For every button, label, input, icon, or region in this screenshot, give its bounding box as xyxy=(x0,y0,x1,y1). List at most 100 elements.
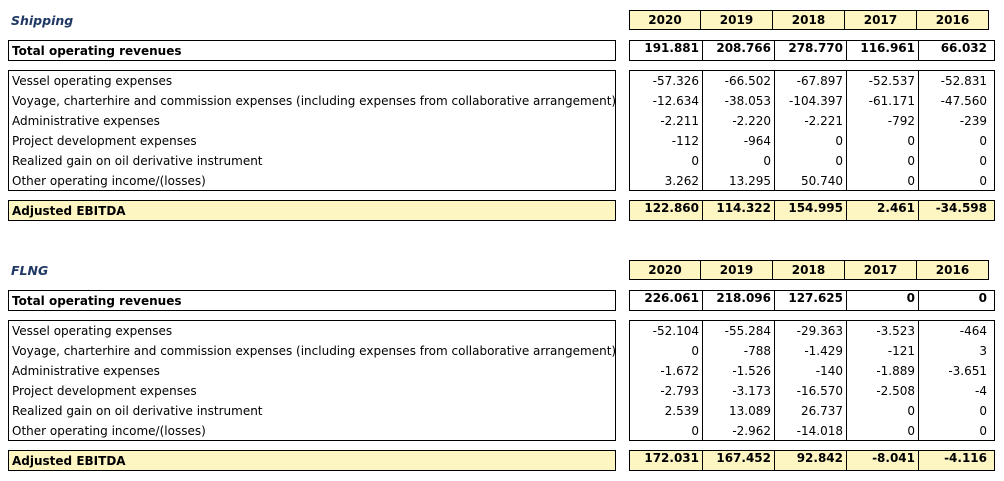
year-header: 2016 xyxy=(917,260,989,280)
year-header: 2018 xyxy=(773,260,845,280)
value-cell: -34.598 xyxy=(918,201,990,221)
value-cell: 50.740 xyxy=(774,171,846,191)
year-header: 2016 xyxy=(917,10,989,30)
expense-labels-box: Vessel operating expenses Voyage, charte… xyxy=(8,70,616,191)
value-cell: -66.502 xyxy=(702,71,774,91)
row-label: Vessel operating expenses xyxy=(12,324,173,338)
row-label: Project development expenses xyxy=(12,384,197,398)
value-cell: 167.452 xyxy=(702,451,774,471)
value-cell: 0 xyxy=(918,131,990,151)
row-label: Vessel operating expenses xyxy=(12,74,173,88)
value-cell: -1.672 xyxy=(660,364,699,378)
ebitda-values-box: 172.031 167.452 92.842 -8.041 -4.116 xyxy=(629,450,995,471)
total-revenues-label: Total operating revenues xyxy=(12,294,182,308)
value-cell: -3.173 xyxy=(702,381,774,401)
value-cell: 0 xyxy=(918,421,990,441)
value-cell: -239 xyxy=(918,111,990,131)
value-cell: 92.842 xyxy=(774,451,846,471)
value-cell: -14.018 xyxy=(774,421,846,441)
value-cell: 66.032 xyxy=(918,41,990,61)
row-label: Voyage, charterhire and commission expen… xyxy=(12,94,617,108)
value-cell: -61.171 xyxy=(846,91,918,111)
value-cell: 191.881 xyxy=(644,41,699,55)
value-cell: -2.793 xyxy=(660,384,699,398)
value-cell: 0 xyxy=(846,151,918,171)
value-cell: 0 xyxy=(846,401,918,421)
year-header: 2017 xyxy=(845,10,917,30)
value-cell: -140 xyxy=(774,361,846,381)
value-cell: -55.284 xyxy=(702,321,774,341)
year-header: 2020 xyxy=(629,260,701,280)
value-cell: -3.651 xyxy=(918,361,990,381)
row-label: Other operating income/(losses) xyxy=(12,424,206,438)
value-cell: 0 xyxy=(918,291,990,311)
year-header-row: 2020 2019 2018 2017 2016 xyxy=(629,260,989,280)
value-cell: 0 xyxy=(691,154,699,168)
total-revenues-label-box: Total operating revenues xyxy=(8,40,616,61)
value-cell: 154.995 xyxy=(774,201,846,221)
value-cell: 208.766 xyxy=(702,41,774,61)
value-cell: 0 xyxy=(918,171,990,191)
value-cell: 226.061 xyxy=(644,291,699,305)
value-cell: -104.397 xyxy=(774,91,846,111)
value-cell: 0 xyxy=(918,151,990,171)
value-cell: -52.831 xyxy=(918,71,990,91)
value-cell: -52.104 xyxy=(652,324,699,338)
ebitda-values-box: 122.860 114.322 154.995 2.461 -34.598 xyxy=(629,200,995,221)
value-cell: 0 xyxy=(702,151,774,171)
value-cell: 0 xyxy=(918,401,990,421)
ebitda-label: Adjusted EBITDA xyxy=(12,454,126,468)
value-cell: 127.625 xyxy=(774,291,846,311)
total-revenues-label-box: Total operating revenues xyxy=(8,290,616,311)
value-cell: 0 xyxy=(846,421,918,441)
value-cell: 13.089 xyxy=(702,401,774,421)
value-cell: 0 xyxy=(691,424,699,438)
ebitda-label: Adjusted EBITDA xyxy=(12,204,126,218)
value-cell: -792 xyxy=(846,111,918,131)
value-cell: 0 xyxy=(691,344,699,358)
year-header: 2018 xyxy=(773,10,845,30)
year-header: 2017 xyxy=(845,260,917,280)
value-cell: -2.220 xyxy=(702,111,774,131)
section-flng: FLNG 2020 2019 2018 2017 2016 Total oper… xyxy=(0,260,1004,480)
value-cell: -16.570 xyxy=(774,381,846,401)
value-cell: 0 xyxy=(846,171,918,191)
year-header: 2020 xyxy=(629,10,701,30)
total-revenues-values-box: 226.061 218.096 127.625 0 0 xyxy=(629,290,995,311)
value-cell: 2.539 xyxy=(664,404,699,418)
expense-values-box: -52.104 -55.284 -29.363 -3.523 -464 0 -7… xyxy=(629,320,995,441)
year-header: 2019 xyxy=(701,10,773,30)
value-cell: -67.897 xyxy=(774,71,846,91)
row-label: Realized gain on oil derivative instrume… xyxy=(12,154,263,168)
value-cell: 0 xyxy=(846,291,918,311)
expense-labels-box: Vessel operating expenses Voyage, charte… xyxy=(8,320,616,441)
value-cell: -2.211 xyxy=(660,114,699,128)
value-cell: 26.737 xyxy=(774,401,846,421)
value-cell: 13.295 xyxy=(702,171,774,191)
value-cell: -12.634 xyxy=(652,94,699,108)
value-cell: -1.889 xyxy=(846,361,918,381)
row-label: Project development expenses xyxy=(12,134,197,148)
value-cell: -1.429 xyxy=(774,341,846,361)
value-cell: -464 xyxy=(918,321,990,341)
value-cell: -4 xyxy=(918,381,990,401)
value-cell: -47.560 xyxy=(918,91,990,111)
section-shipping: Shipping 2020 2019 2018 2017 2016 Total … xyxy=(0,10,1004,230)
total-revenues-label: Total operating revenues xyxy=(12,44,182,58)
value-cell: 3.262 xyxy=(664,174,699,188)
value-cell: 3 xyxy=(918,341,990,361)
value-cell: -3.523 xyxy=(846,321,918,341)
value-cell: -57.326 xyxy=(652,74,699,88)
year-header-row: 2020 2019 2018 2017 2016 xyxy=(629,10,989,30)
value-cell: -29.363 xyxy=(774,321,846,341)
value-cell: -4.116 xyxy=(918,451,990,471)
row-label: Voyage, charterhire and commission expen… xyxy=(12,344,617,358)
value-cell: -788 xyxy=(702,341,774,361)
value-cell: 278.770 xyxy=(774,41,846,61)
value-cell: -38.053 xyxy=(702,91,774,111)
ebitda-label-box: Adjusted EBITDA xyxy=(8,450,616,471)
value-cell: -2.221 xyxy=(774,111,846,131)
value-cell: 116.961 xyxy=(846,41,918,61)
value-cell: -112 xyxy=(671,134,699,148)
value-cell: -121 xyxy=(846,341,918,361)
